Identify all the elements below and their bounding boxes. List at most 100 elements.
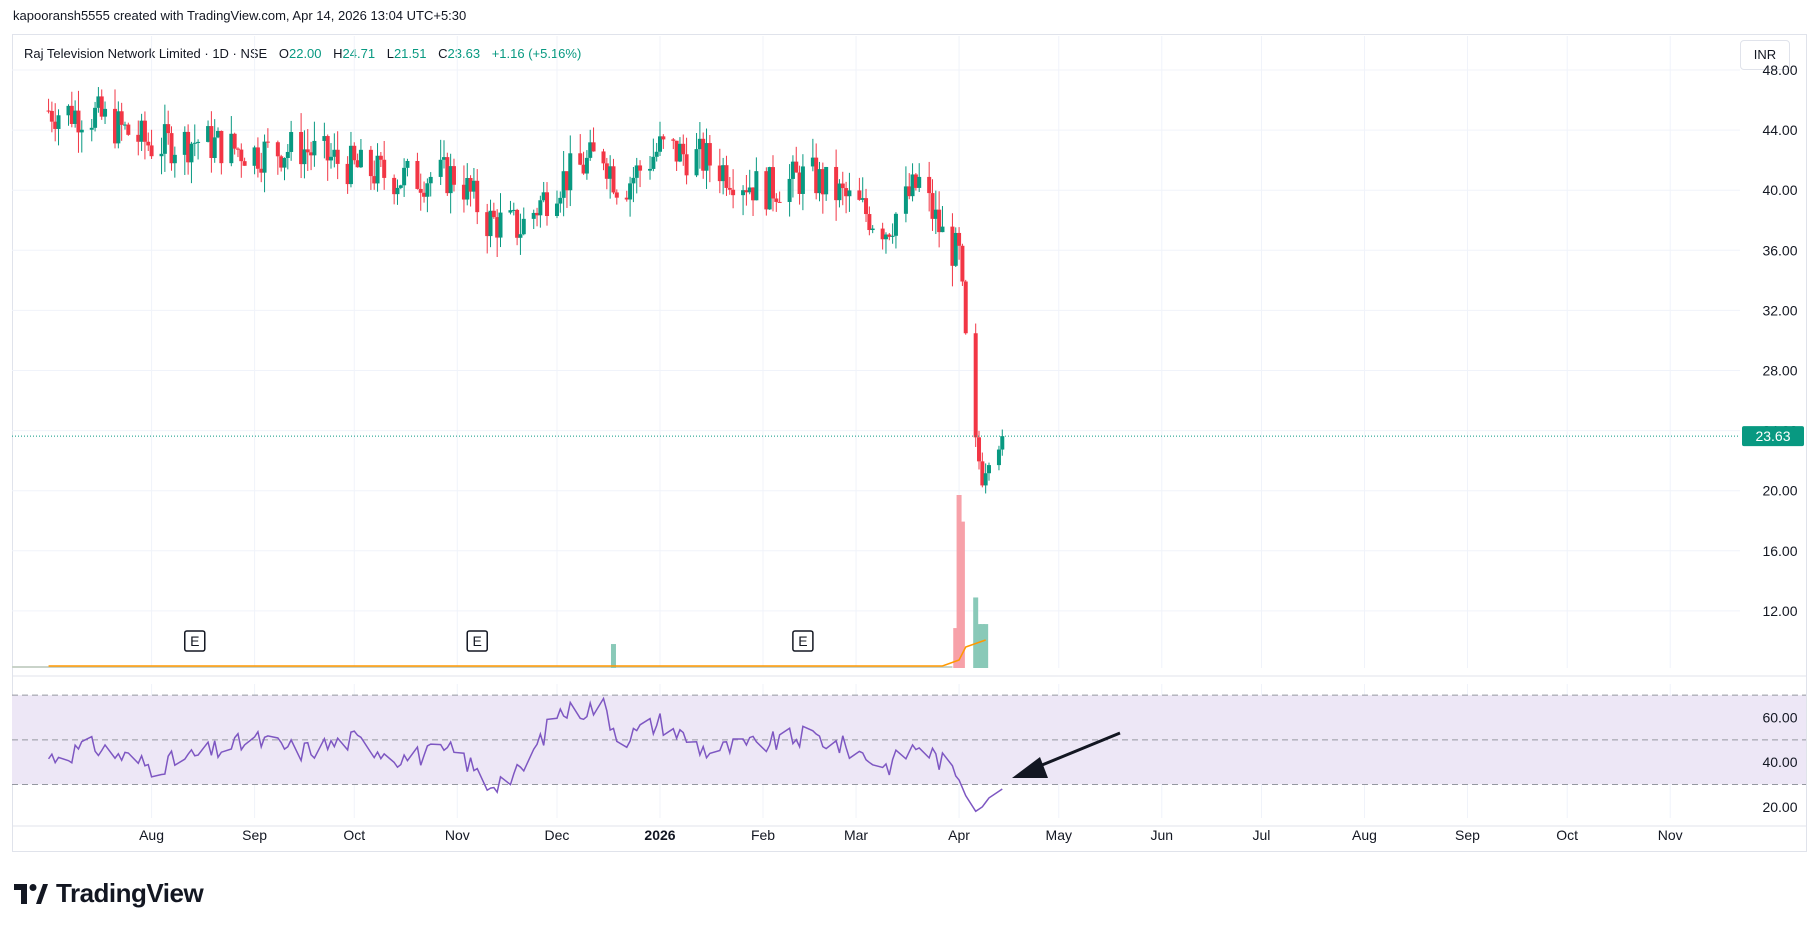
candle-body: [279, 156, 284, 168]
candle-body: [674, 140, 679, 162]
candle-body: [289, 132, 294, 152]
earnings-e-box: [466, 630, 488, 652]
candle-body: [814, 157, 819, 194]
legend-low-value: 21.51: [393, 46, 427, 61]
x-axis-tick-label: Feb: [751, 827, 775, 843]
candle-body: [265, 141, 270, 143]
x-axis-tick-label: Sep: [242, 827, 267, 843]
candle-body: [216, 130, 221, 138]
volume-series: [12, 495, 989, 668]
candle-body: [837, 183, 842, 201]
earnings-e-label: E: [798, 633, 807, 649]
candle-body: [651, 156, 656, 169]
candle-body: [375, 155, 380, 184]
candle-body: [142, 120, 147, 142]
candle-body: [192, 142, 197, 144]
candle-body: [684, 154, 689, 176]
rsi-line: [47, 696, 1003, 813]
candle-body: [764, 171, 769, 210]
candle-body: [335, 149, 340, 164]
candle-body: [515, 209, 520, 238]
candle-body: [588, 142, 593, 158]
candle-body: [166, 124, 171, 134]
candle-body: [322, 136, 327, 141]
candle-body: [329, 156, 334, 161]
candle-body: [382, 159, 387, 178]
tradingview-logo[interactable]: TradingView: [14, 878, 204, 909]
volume-bar: [953, 628, 959, 668]
candle-body: [146, 141, 151, 146]
price-axis-tick-label: 32.00: [1762, 302, 1797, 318]
candle-body: [677, 143, 682, 162]
candle-body: [538, 200, 543, 216]
candle-body: [611, 166, 616, 193]
legend-open-label: O: [278, 46, 289, 61]
earnings-e-icon[interactable]: E: [792, 630, 814, 652]
candle-body: [378, 155, 383, 160]
legend-low-label: L: [386, 46, 394, 61]
candle-body: [907, 186, 912, 197]
candle-body: [631, 177, 636, 184]
candle-body: [800, 166, 805, 194]
x-axis-tick-label: Aug: [139, 827, 164, 843]
candle-body: [704, 143, 709, 171]
candle-body: [654, 151, 659, 157]
candle-body: [940, 226, 945, 233]
earnings-e-icon[interactable]: E: [184, 630, 206, 652]
candlestick-series: [46, 87, 1005, 494]
candle-body: [890, 235, 895, 237]
candle-body: [820, 169, 825, 195]
candle-body: [345, 163, 350, 185]
candle-body: [76, 110, 81, 133]
earnings-e-label: E: [473, 633, 482, 649]
candle-body: [731, 189, 736, 196]
last-price-badge: [1742, 426, 1804, 447]
candle-body: [767, 167, 772, 210]
candle-body: [701, 138, 706, 171]
currency-selector[interactable]: INR: [1740, 40, 1790, 70]
rsi-axis-tick-label: 60.00: [1762, 710, 1797, 726]
candle-body: [485, 212, 490, 237]
x-axis-tick-label: Nov: [445, 827, 470, 843]
candle-body: [568, 153, 573, 191]
candle-body: [770, 167, 775, 199]
candle-body: [614, 192, 619, 198]
legend-open-value: 22.00: [288, 46, 322, 61]
price-axis-tick-label: 40.00: [1762, 182, 1797, 198]
candle-body: [973, 333, 978, 438]
candle-body: [186, 131, 191, 163]
candle-body: [834, 166, 839, 201]
candle-body: [887, 234, 892, 237]
candle-body: [239, 149, 244, 162]
candle-body: [927, 176, 932, 194]
candle-body: [847, 190, 852, 197]
grid-lines: [12, 36, 1740, 818]
candle-body: [741, 190, 746, 196]
candle-body: [910, 174, 915, 197]
candle-body: [116, 111, 121, 144]
legend-symbol[interactable]: Raj Television Network Limited · 1D · NS…: [24, 46, 268, 61]
candle-body: [957, 232, 962, 246]
x-axis-tick-label: Jul: [1253, 827, 1271, 843]
candle-body: [774, 198, 779, 202]
price-axis-tick-label: 28.00: [1762, 363, 1797, 379]
candle-body: [638, 165, 643, 171]
candle-body: [561, 171, 566, 198]
candle-body: [368, 149, 373, 177]
volume-bar: [610, 644, 616, 668]
legend-close-value: 23.63: [447, 46, 481, 61]
candle-body: [189, 143, 194, 163]
earnings-e-icon[interactable]: E: [466, 630, 488, 652]
candle-body: [810, 157, 815, 167]
candle-body: [332, 149, 337, 157]
x-axis-tick-label: Oct: [343, 827, 365, 843]
candle-body: [840, 183, 845, 189]
candle-body: [448, 166, 453, 194]
candle-body: [717, 165, 722, 182]
candle-body: [149, 145, 154, 157]
candle-body: [996, 449, 1001, 466]
candle-body: [857, 190, 862, 200]
candle-body: [794, 161, 799, 173]
candle-body: [584, 157, 589, 174]
